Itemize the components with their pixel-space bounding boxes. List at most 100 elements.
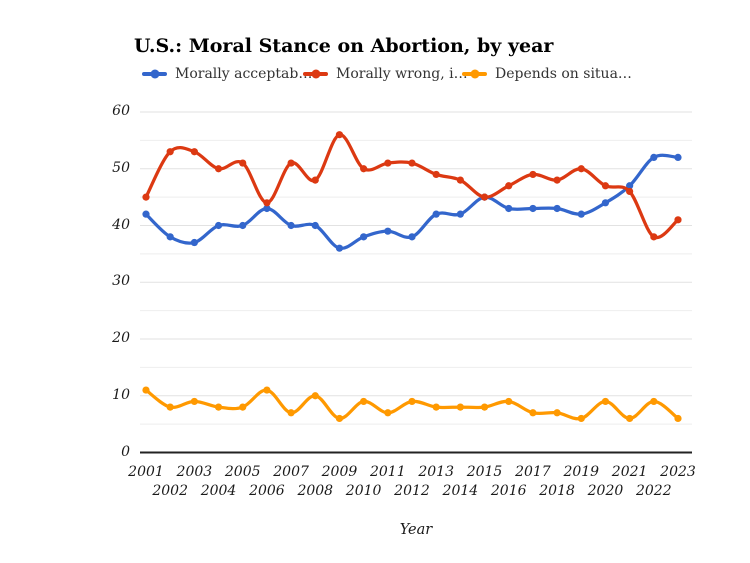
data-point-depends-on-situation: [650, 397, 658, 406]
x-tick-label: 2016: [490, 483, 527, 499]
legend-label: Morally wrong, i…: [336, 66, 468, 82]
data-point-morally-wrong: [432, 170, 440, 179]
data-point-depends-on-situation: [432, 403, 440, 411]
legend-dot-icon: [311, 69, 320, 79]
data-point-morally-wrong: [408, 159, 416, 167]
legend-line-marker-icon: [462, 69, 487, 79]
data-point-morally-acceptable: [601, 199, 610, 207]
data-point-morally-acceptable: [674, 153, 682, 161]
legend-item-morally-wrong[interactable]: Morally wrong, i…: [303, 65, 468, 83]
legend-item-depends-on-situation[interactable]: Depends on situa…: [462, 65, 632, 83]
x-tick-label: 2008: [297, 483, 334, 499]
data-point-depends-on-situation: [626, 414, 634, 423]
data-point-morally-acceptable: [384, 227, 392, 235]
legend-line-marker-icon: [142, 69, 167, 79]
chart-title: U.S.: Moral Stance on Abortion, by year: [134, 35, 554, 57]
data-point-morally-wrong: [601, 182, 610, 190]
data-point-morally-acceptable: [190, 238, 198, 247]
x-tick-label: 2022: [635, 483, 672, 499]
data-point-depends-on-situation: [408, 397, 416, 406]
data-point-depends-on-situation: [384, 409, 392, 417]
data-point-depends-on-situation: [456, 403, 464, 411]
x-tick-label: 2004: [200, 483, 237, 499]
data-point-morally-wrong: [674, 216, 682, 224]
data-point-morally-wrong: [311, 176, 319, 184]
data-point-depends-on-situation: [360, 397, 368, 406]
data-point-morally-acceptable: [214, 221, 223, 230]
y-tick-label: 0: [121, 443, 130, 460]
legend-label: Morally acceptab…: [175, 66, 313, 82]
x-tick-label: 2001: [128, 464, 164, 480]
data-point-depends-on-situation: [214, 403, 223, 411]
data-point-morally-acceptable: [529, 204, 537, 213]
data-point-morally-wrong: [529, 170, 537, 179]
y-tick-label: 50: [112, 159, 130, 176]
x-tick-label: 2003: [176, 464, 213, 480]
data-point-morally-acceptable: [408, 233, 416, 241]
x-tick-label: 2007: [273, 464, 309, 480]
x-tick-label: 2018: [539, 483, 575, 499]
x-tick-label: 2015: [466, 464, 503, 480]
data-point-depends-on-situation: [263, 386, 271, 394]
data-point-morally-wrong: [287, 159, 295, 167]
legend-line-marker-icon: [303, 69, 328, 79]
data-point-depends-on-situation: [311, 392, 319, 400]
data-point-morally-wrong: [360, 165, 368, 173]
data-point-morally-acceptable: [287, 221, 295, 230]
data-point-morally-acceptable: [626, 182, 634, 190]
y-tick-label: 30: [112, 273, 130, 290]
data-point-morally-wrong: [190, 148, 198, 156]
data-point-morally-acceptable: [456, 210, 464, 218]
x-tick-label: 2002: [152, 483, 188, 499]
x-tick-label: 2012: [394, 483, 430, 499]
data-point-morally-wrong: [505, 182, 513, 190]
data-point-morally-wrong: [142, 193, 150, 201]
x-tick-label: 2010: [345, 483, 382, 499]
data-point-depends-on-situation: [480, 403, 489, 411]
data-point-morally-acceptable: [650, 153, 658, 161]
data-point-morally-acceptable: [553, 204, 561, 213]
data-point-morally-acceptable: [311, 221, 319, 230]
x-tick-label: 2020: [587, 483, 624, 499]
x-tick-label: 2017: [515, 464, 551, 480]
data-point-depends-on-situation: [601, 397, 610, 406]
data-point-morally-wrong: [239, 159, 247, 167]
data-point-morally-wrong: [650, 233, 658, 241]
x-tick-label: 2009: [321, 464, 358, 480]
data-point-depends-on-situation: [335, 414, 344, 423]
data-point-depends-on-situation: [577, 414, 585, 423]
x-axis-title: Year: [399, 522, 433, 538]
data-point-morally-wrong: [384, 159, 392, 167]
legend-dot-icon: [470, 69, 479, 79]
x-tick-label: 2005: [224, 464, 261, 480]
data-point-morally-wrong: [456, 176, 464, 184]
data-point-morally-acceptable: [505, 204, 513, 213]
data-point-morally-acceptable: [360, 233, 368, 241]
data-point-depends-on-situation: [239, 403, 247, 411]
data-point-depends-on-situation: [190, 397, 198, 406]
data-point-depends-on-situation: [505, 397, 513, 406]
data-point-morally-wrong: [263, 199, 271, 207]
data-point-depends-on-situation: [553, 409, 561, 417]
data-point-morally-acceptable: [142, 210, 150, 218]
series-line-morally-wrong: [144, 133, 680, 240]
data-point-morally-wrong: [166, 148, 174, 156]
data-point-morally-wrong: [553, 176, 561, 184]
data-point-depends-on-situation: [674, 414, 682, 423]
data-point-morally-wrong: [335, 131, 344, 139]
data-point-morally-acceptable: [239, 221, 247, 230]
y-tick-label: 40: [112, 216, 130, 233]
x-tick-label: 2014: [442, 483, 479, 499]
data-point-morally-acceptable: [577, 210, 585, 218]
legend-item-morally-acceptable[interactable]: Morally acceptab…: [142, 65, 312, 83]
data-point-morally-acceptable: [263, 204, 271, 213]
data-point-morally-wrong: [480, 193, 489, 201]
data-point-depends-on-situation: [529, 409, 537, 417]
data-point-morally-acceptable: [166, 233, 174, 241]
legend-label: Depends on situa…: [495, 66, 632, 82]
x-tick-label: 2013: [418, 464, 454, 480]
legend-dot-icon: [150, 69, 159, 79]
data-point-morally-wrong: [577, 165, 585, 173]
data-point-morally-acceptable: [432, 210, 440, 218]
